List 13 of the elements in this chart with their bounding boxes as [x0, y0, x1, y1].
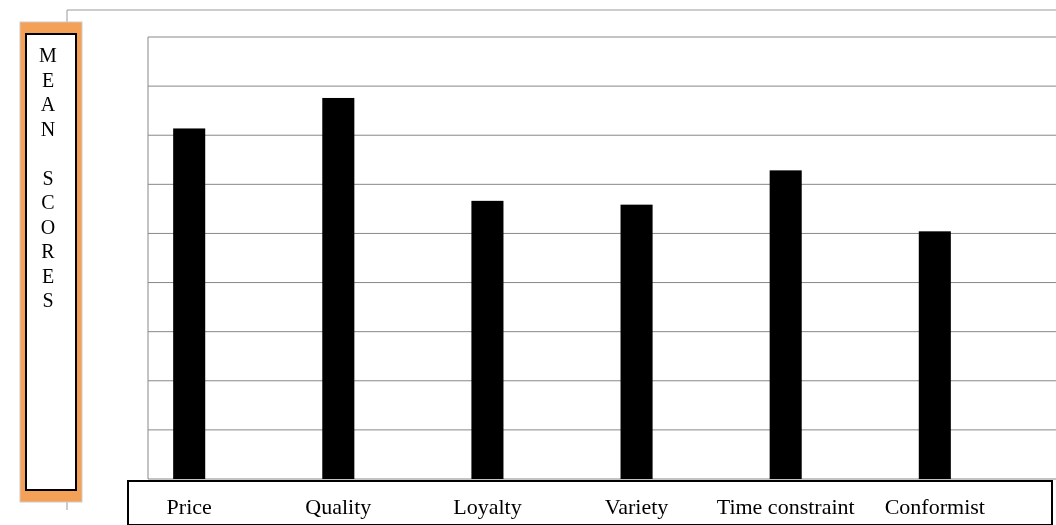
- x-tick-label: Price: [166, 494, 212, 519]
- x-tick-label: Loyalty: [453, 494, 522, 519]
- x-tick-label: Conformist: [884, 494, 985, 519]
- bar: [620, 204, 653, 479]
- text: MEAN SCORES: [39, 44, 57, 311]
- x-tick-label: Variety: [604, 494, 669, 519]
- bar: [918, 231, 951, 479]
- x-tick-label: Quality: [305, 494, 372, 519]
- bar: [322, 97, 355, 479]
- x-tick-label: Time constraint: [716, 494, 855, 519]
- bar: [471, 200, 504, 479]
- bar: [769, 170, 802, 479]
- bar: [173, 128, 206, 479]
